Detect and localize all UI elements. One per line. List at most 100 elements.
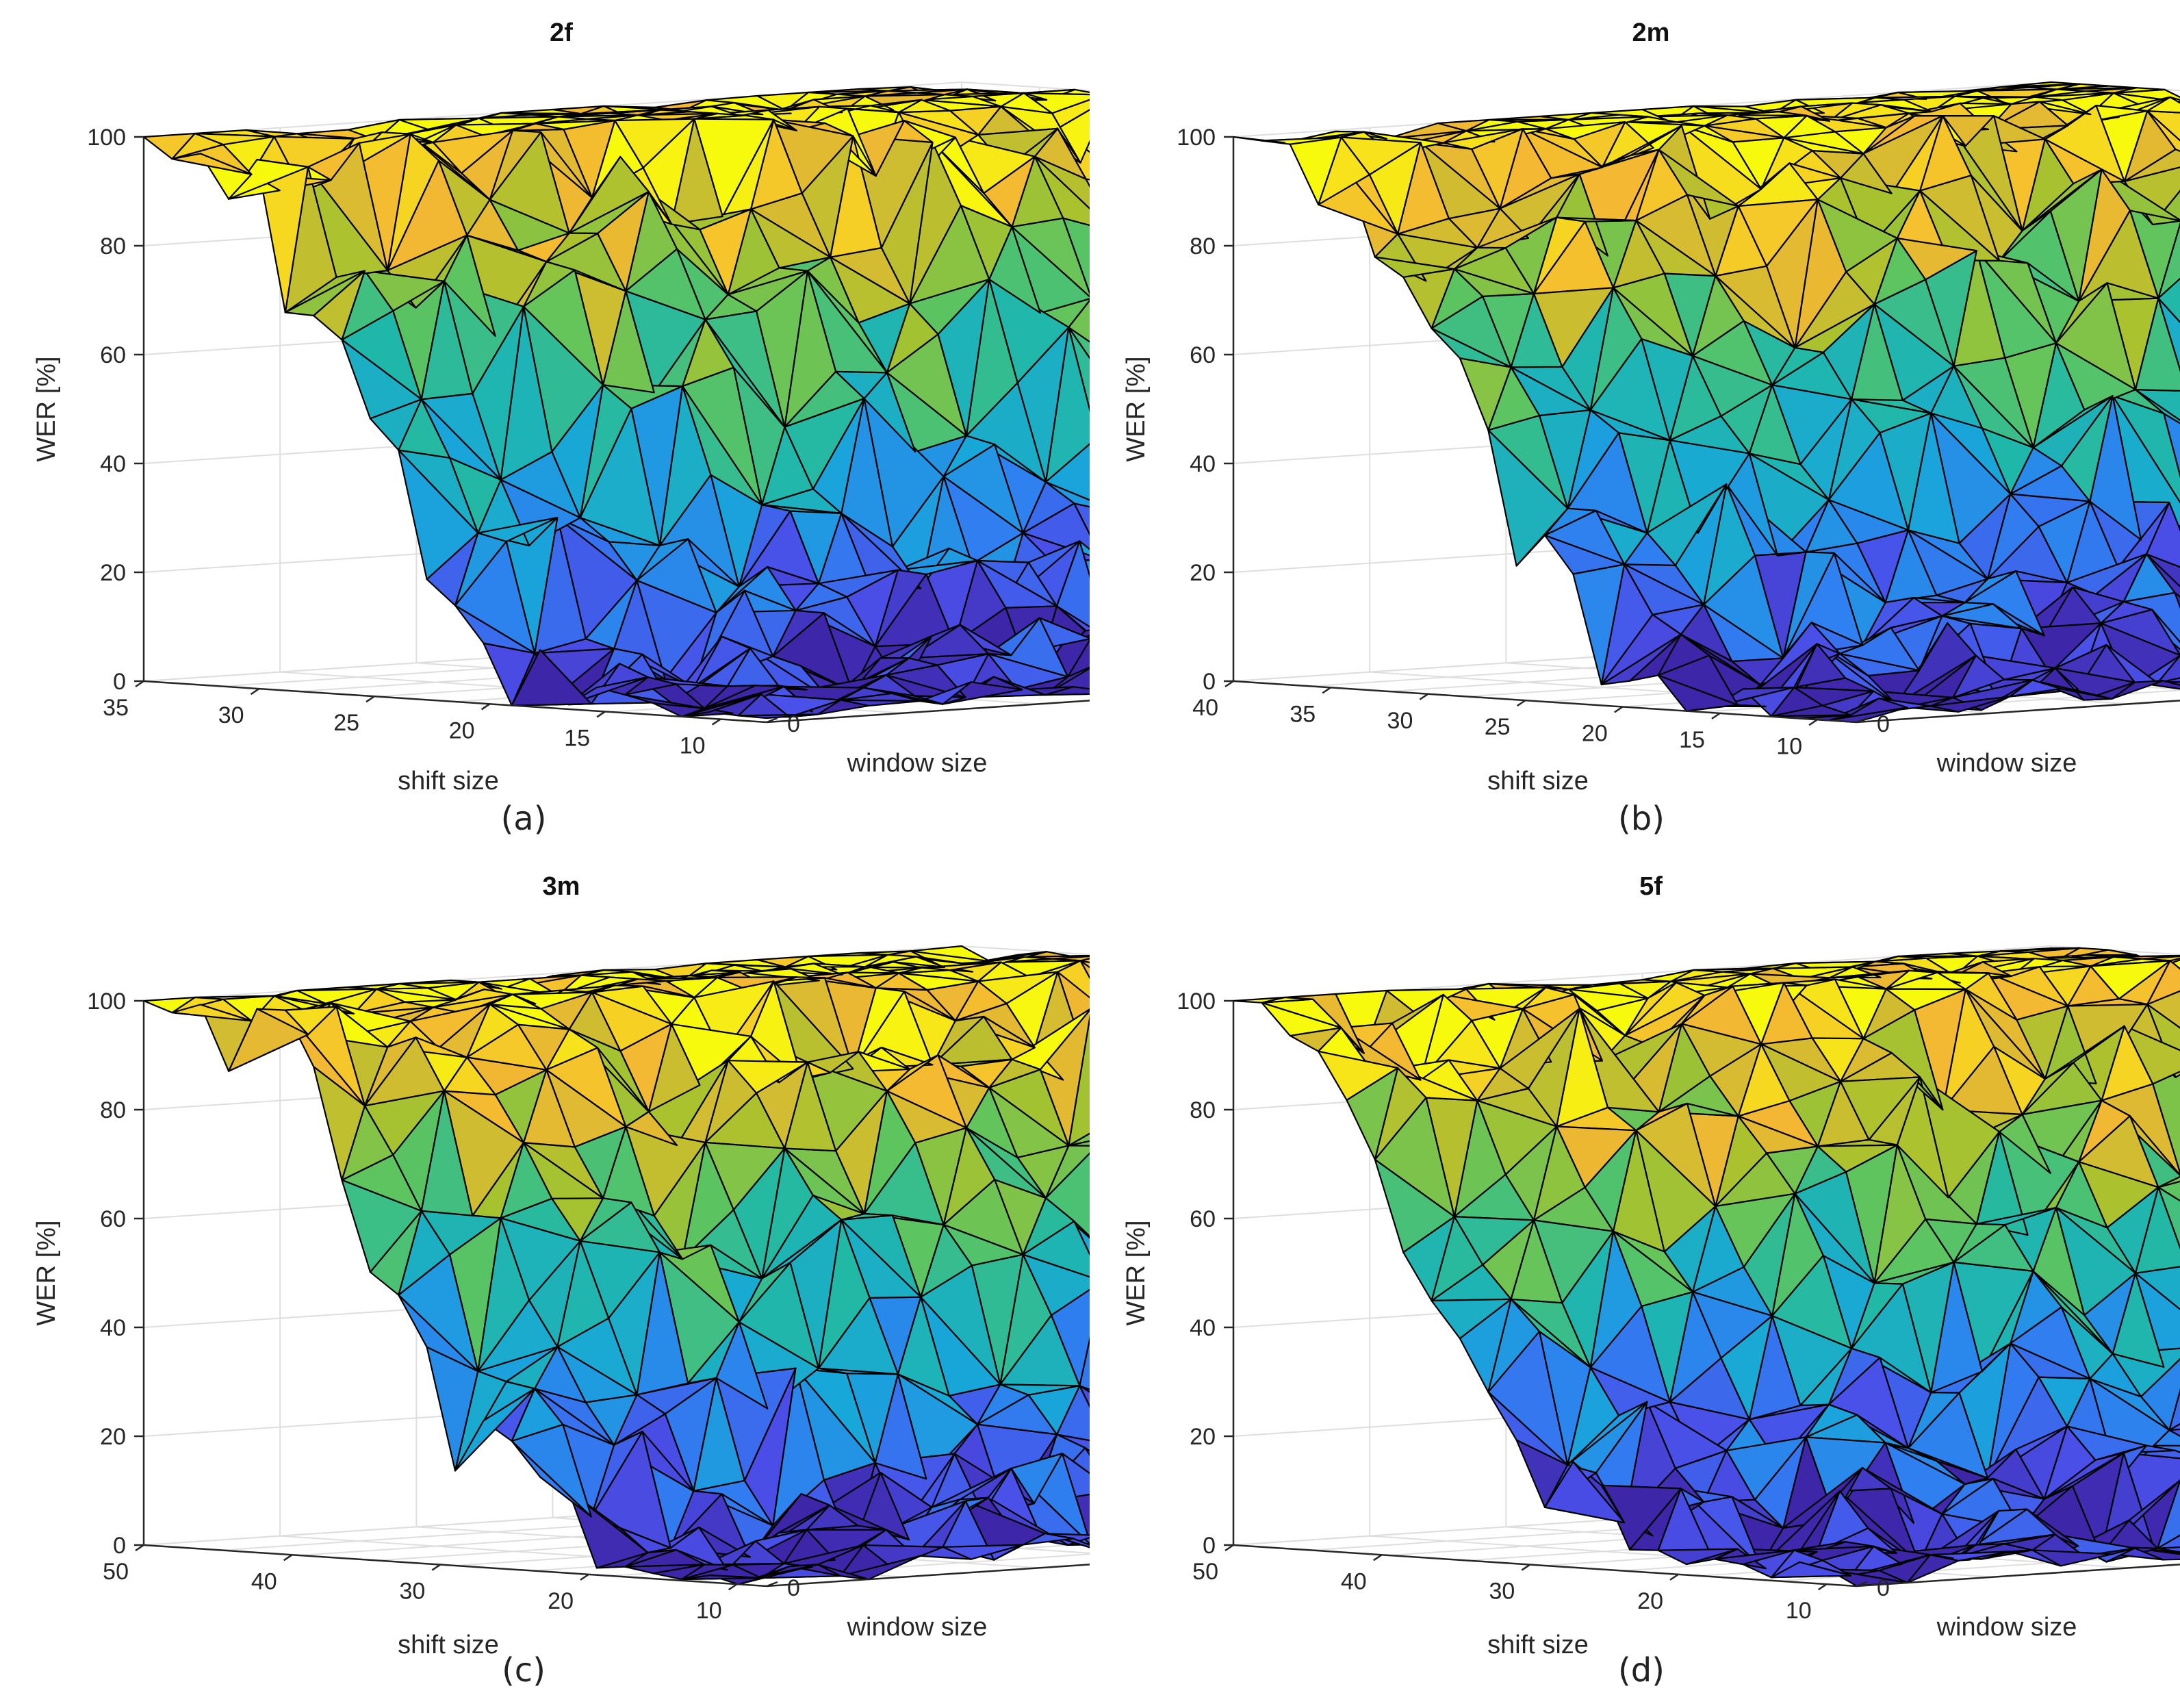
y-tick-mark — [1856, 717, 1868, 724]
surface-facet — [1374, 256, 1456, 278]
x-tick-label: 10 — [1786, 1598, 1812, 1624]
surface-facet — [1657, 1548, 1739, 1566]
x-tick-mark — [1711, 712, 1721, 719]
x-tick-mark — [1808, 719, 1818, 726]
z-tick-label: 20 — [100, 560, 126, 586]
x-tick-label: 30 — [1387, 708, 1413, 734]
chart-title: 2m — [1632, 18, 1670, 47]
x-tick-mark — [431, 1564, 441, 1571]
x-tick-mark — [1817, 1583, 1828, 1591]
axes: 0204060801005040302010050100shift sizewi… — [32, 872, 1090, 1659]
x-tick-label: 20 — [449, 717, 475, 743]
surface-facet — [2157, 277, 2180, 324]
x-tick-label: 40 — [251, 1568, 277, 1594]
wall-grid-line — [143, 81, 1090, 138]
y-axis-line — [766, 700, 1090, 724]
surface-facet — [1543, 534, 1626, 575]
surface-mesh — [142, 86, 1090, 719]
x-axis-label: shift size — [398, 1631, 499, 1659]
surface-facet — [1600, 633, 1682, 686]
x-tick-mark — [283, 1554, 293, 1562]
surface-facet — [511, 1440, 592, 1518]
panel-caption-c: (c) — [502, 1651, 546, 1690]
x-tick-label: 30 — [218, 702, 244, 728]
panel-caption-b: (b) — [1618, 800, 1665, 838]
y-axis-line — [1856, 1564, 2180, 1588]
x-axis-label: shift size — [1487, 767, 1589, 795]
z-tick-label: 100 — [87, 125, 126, 151]
y-tick-label: 0 — [1877, 1575, 1890, 1601]
surface-facet — [454, 1388, 536, 1472]
x-tick-label: 20 — [1582, 721, 1608, 747]
surface-facet — [341, 1179, 422, 1273]
wall-grid-line — [1233, 945, 2180, 1002]
surface-facet — [1657, 674, 1739, 712]
chart-panel-2f: 020406080100353025201510050100shift size… — [32, 18, 1090, 795]
x-tick-label: 20 — [548, 1588, 574, 1614]
z-tick-label: 20 — [100, 1424, 126, 1450]
surface-facet — [1261, 1002, 1342, 1036]
y-tick-label: 0 — [787, 1575, 800, 1601]
z-axis-label: WER [%] — [1122, 1220, 1151, 1325]
z-axis-label: WER [%] — [32, 1220, 61, 1325]
panel-caption-a: (a) — [500, 800, 547, 838]
x-axis-line — [143, 680, 767, 724]
x-tick-label: 10 — [696, 1598, 722, 1624]
x-tick-mark — [135, 1544, 144, 1552]
z-tick-label: 100 — [1177, 989, 1216, 1015]
chart-title: 2f — [550, 18, 573, 47]
x-axis-line — [1233, 1544, 1857, 1588]
z-tick-label: 60 — [100, 342, 126, 368]
surface-facet — [1431, 1298, 1512, 1340]
surface-facet — [1431, 327, 1512, 368]
z-tick-label: 20 — [1190, 1424, 1216, 1450]
surface-facet — [737, 713, 819, 719]
z-tick-label: 60 — [100, 1206, 126, 1232]
x-tick-mark — [1614, 706, 1624, 713]
surface-facet — [511, 649, 592, 706]
z-tick-label: 20 — [1190, 560, 1216, 586]
surface-mesh — [1232, 947, 2180, 1587]
z-tick-label: 40 — [1190, 451, 1216, 477]
axes: 020406080100353025201510050100shift size… — [32, 18, 1090, 795]
surface-facet — [1487, 429, 1569, 567]
x-tick-label: 50 — [1192, 1559, 1218, 1585]
x-axis-line — [143, 1544, 767, 1588]
x-tick-label: 30 — [1489, 1579, 1515, 1605]
axes: 0204060801005040302010050100shift sizewi… — [1122, 872, 2180, 1659]
z-axis-label: WER [%] — [32, 356, 61, 461]
x-axis-line — [1233, 680, 1857, 724]
x-tick-label: 40 — [1192, 695, 1218, 721]
chart-title: 5f — [1639, 872, 1663, 901]
x-tick-mark — [1224, 1544, 1234, 1552]
x-tick-label: 10 — [680, 733, 706, 759]
surface-facet — [341, 339, 422, 420]
y-axis-line — [1856, 700, 2180, 724]
chart-panel-2m: 02040608010040353025201510050100shift si… — [1122, 18, 2180, 795]
surface-facet — [624, 693, 706, 709]
y-axis-label: window size — [847, 749, 988, 778]
chart-title: 3m — [543, 872, 580, 901]
z-tick-label: 0 — [113, 669, 126, 695]
x-tick-mark — [728, 1583, 738, 1591]
z-axis-label: WER [%] — [1122, 356, 1151, 461]
chart-panel-5f: 0204060801005040302010050100shift sizewi… — [1122, 872, 2180, 1659]
y-tick-mark — [766, 1581, 778, 1588]
y-tick-label: 0 — [1877, 711, 1890, 737]
z-tick-label: 100 — [1177, 125, 1216, 151]
z-tick-label: 40 — [1190, 1315, 1216, 1341]
x-tick-label: 15 — [564, 725, 590, 751]
z-tick-label: 0 — [1203, 669, 1216, 695]
surface-facet — [1543, 1461, 1626, 1524]
surface-facet — [171, 1004, 253, 1022]
x-tick-mark — [1372, 1554, 1383, 1562]
y-tick-mark — [766, 717, 778, 724]
panel-caption-d: (d) — [1618, 1651, 1665, 1690]
x-tick-label: 20 — [1637, 1588, 1663, 1614]
surface-facet — [142, 132, 196, 160]
z-tick-label: 60 — [1190, 342, 1216, 368]
x-tick-label: 40 — [1341, 1568, 1367, 1594]
z-tick-label: 80 — [1190, 233, 1216, 259]
z-tick-label: 40 — [100, 1315, 126, 1341]
